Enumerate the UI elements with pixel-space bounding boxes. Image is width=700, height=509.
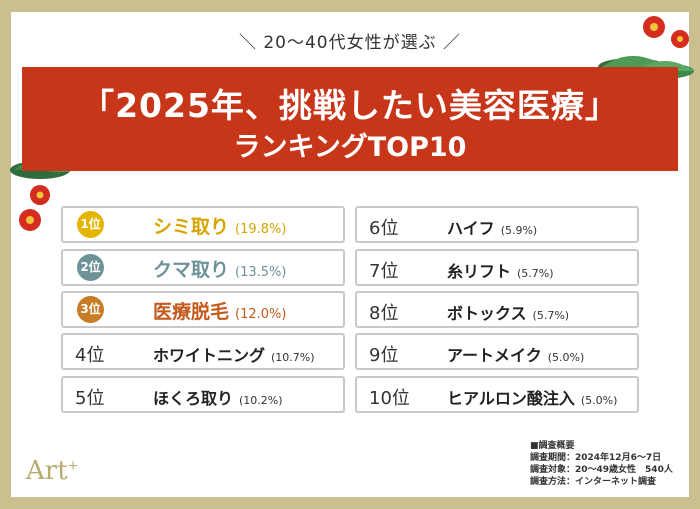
ranking-value: (5.7%) [532, 309, 570, 322]
ranking-row-7: 7位 糸リフト (5.7%) [355, 249, 639, 286]
title-banner: 「2025年、挑戦したい美容医療」 ランキングTOP10 [22, 67, 678, 171]
logo-text: Art [26, 456, 68, 486]
ranking-value: (5.7%) [517, 267, 554, 280]
ranking-row-5: 5位 ほくろ取り (10.2%) [61, 376, 345, 413]
ranking-item: ハイフ [447, 219, 495, 238]
survey-heading: ■調査概要 [530, 441, 575, 451]
ranking-value: (12.0%) [235, 307, 287, 322]
rank-label: 6位 [369, 218, 399, 239]
survey-overview: ■調査概要 調査期間：2024年12月6〜7日 調査対象：20〜49歳女性 54… [530, 440, 673, 488]
ranking-value: (10.2%) [239, 394, 283, 407]
ranking-value: (5.0%) [580, 394, 618, 407]
ranking-value: (10.7%) [271, 351, 315, 364]
ranking-row-8: 8位 ボトックス (5.7%) [355, 291, 639, 328]
ranking-row-2: 2位 クマ取り (13.5%) [61, 249, 345, 286]
ranking-row-1: 1位 シミ取り (19.8%) [61, 206, 345, 243]
ranking-row-10: 10位 ヒアルロン酸注入 (5.0%) [355, 376, 639, 413]
ranking-value: (5.0%) [547, 351, 585, 364]
rank-label: 4位 [75, 345, 105, 366]
silver-medal-icon: 2位 [77, 254, 104, 281]
ranking-item: クマ取り [153, 259, 230, 281]
ranking-item: アートメイク [447, 346, 542, 365]
ranking-item: ヒアルロン酸注入 [447, 389, 575, 408]
rank-label: 10位 [369, 388, 410, 409]
rank-label: 5位 [75, 388, 105, 409]
ranking-value: (13.5%) [235, 265, 287, 280]
subtitle: ＼ 20〜40代女性が選ぶ ／ [238, 33, 462, 53]
survey-target: 調査対象：20〜49歳女性 540人 [530, 465, 673, 475]
ranking-item: ほくろ取り [153, 389, 234, 408]
ranking-value: (5.9%) [500, 224, 538, 237]
bronze-medal-icon: 3位 [77, 296, 104, 323]
ranking-item: 医療脱毛 [153, 301, 230, 323]
ranking-row-9: 9位 アートメイク (5.0%) [355, 333, 639, 370]
survey-method: 調査方法：インターネット調査 [530, 477, 657, 487]
rank-label: 7位 [369, 261, 399, 282]
ranking-row-4: 4位 ホワイトニング (10.7%) [61, 333, 345, 370]
rank-label: 1位 [80, 217, 101, 231]
rank-label: 3位 [80, 302, 101, 316]
ranking-item: ボトックス [447, 304, 527, 323]
rank-label: 9位 [369, 345, 399, 366]
ranking-row-3: 3位 医療脱毛 (12.0%) [61, 291, 345, 328]
ranking-row-6: 6位 ハイフ (5.9%) [355, 206, 639, 243]
ranking-item: シミ取り [153, 216, 230, 238]
art-plus-logo: Art+ [26, 456, 79, 486]
ranking-value: (19.8%) [235, 222, 287, 237]
ranking-item: ホワイトニング [153, 346, 266, 365]
rank-label: 8位 [369, 303, 399, 324]
logo-plus: + [67, 458, 79, 474]
rank-label: 2位 [80, 260, 101, 274]
gold-medal-icon: 1位 [77, 211, 104, 238]
title-line-2: ランキングTOP10 [233, 132, 467, 163]
ranking-item: 糸リフト [447, 262, 512, 281]
title-line-1: 「2025年、挑戦したい美容医療」 [81, 86, 619, 125]
survey-period: 調査期間：2024年12月6〜7日 [530, 453, 662, 463]
